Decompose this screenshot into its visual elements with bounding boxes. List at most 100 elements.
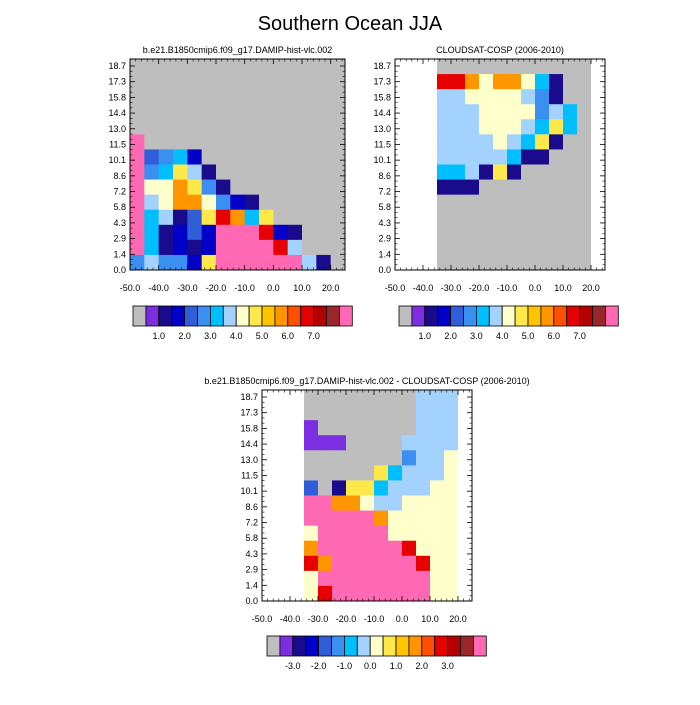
colorbar-box	[475, 305, 490, 327]
heatmap-cell	[479, 149, 494, 165]
heatmap-cell	[244, 254, 260, 271]
colorbar-label: -3.0	[285, 661, 301, 671]
heatmap-cell	[395, 239, 410, 256]
heatmap-cell	[416, 585, 431, 602]
heatmap-cell	[360, 585, 375, 602]
heatmap-cell	[577, 164, 592, 180]
colorbar-box	[209, 305, 224, 327]
heatmap-cell	[318, 555, 333, 572]
colorbar-box	[488, 305, 503, 327]
heatmap-cell	[360, 465, 375, 481]
heatmap-cell	[402, 540, 417, 557]
y-tick-label: 0.0	[378, 265, 391, 275]
heatmap-cell	[451, 209, 466, 226]
heatmap-cell	[330, 74, 346, 90]
heatmap-cell	[549, 149, 564, 165]
heatmap-cell	[346, 570, 361, 587]
heatmap-cell	[173, 89, 188, 105]
heatmap-cell	[332, 420, 347, 436]
heatmap-cell	[402, 495, 417, 511]
heatmap-cell	[130, 239, 145, 256]
heatmap-cell	[507, 74, 522, 90]
heatmap-cell	[262, 570, 277, 587]
x-tick-label: 10.0	[293, 283, 311, 293]
heatmap-cell	[259, 134, 274, 150]
heatmap-cell	[244, 149, 260, 165]
heatmap-cell	[332, 525, 347, 542]
heatmap-cell	[290, 525, 305, 542]
x-tick-label: -30.0	[177, 283, 198, 293]
heatmap-cell	[437, 119, 452, 135]
heatmap-cell	[535, 164, 550, 180]
heatmap-cell	[201, 104, 217, 120]
heatmap-cell	[158, 164, 174, 180]
heatmap-cell	[388, 570, 403, 587]
y-tick-label: 5.8	[245, 533, 258, 543]
y-tick-label: 2.9	[245, 565, 258, 575]
heatmap-cell	[507, 179, 522, 196]
heatmap-cell	[409, 149, 424, 165]
heatmap-cell	[507, 134, 522, 150]
heatmap-cell	[591, 149, 606, 165]
colorbar-label: 4.0	[496, 331, 509, 341]
colorbar-box	[331, 635, 345, 657]
heatmap-cell	[318, 570, 333, 587]
heatmap-cell	[318, 585, 333, 602]
heatmap-cell	[444, 525, 459, 542]
colorbar-box	[382, 635, 397, 657]
colorbar-label: 7.0	[573, 331, 586, 341]
figure-title: Southern Ocean JJA	[258, 13, 443, 35]
x-tick-label: -50.0	[252, 614, 273, 624]
heatmap-cell	[290, 570, 305, 587]
heatmap-cell	[273, 209, 289, 226]
heatmap-cell	[316, 254, 332, 271]
heatmap-cell	[465, 164, 480, 180]
heatmap-cell	[535, 104, 550, 120]
heatmap-cell	[316, 209, 332, 226]
heatmap-cell	[173, 149, 188, 165]
heatmap-cell	[402, 510, 417, 527]
heatmap-cell	[423, 179, 438, 196]
heatmap-cell	[302, 254, 317, 271]
colorbar-box	[434, 635, 449, 657]
heatmap-cell	[276, 420, 291, 436]
heatmap-cell	[302, 224, 317, 241]
panel-title: b.e21.B1850cmip6.f09_g17.DAMIP-hist-vlc.…	[204, 376, 529, 386]
heatmap-cell	[430, 495, 445, 511]
heatmap-cell	[187, 74, 203, 90]
heatmap-cell	[346, 435, 361, 451]
heatmap-cell	[201, 59, 217, 75]
colorbar-box	[222, 305, 237, 327]
heatmap-cell	[290, 540, 305, 557]
y-tick-label: 7.2	[378, 187, 391, 197]
heatmap-cell	[276, 435, 291, 451]
heatmap-cell	[493, 89, 508, 105]
heatmap-cell	[451, 224, 466, 241]
heatmap-cell	[276, 525, 291, 542]
heatmap-cell	[430, 570, 445, 587]
heatmap-cell	[346, 420, 361, 436]
heatmap-cell	[479, 224, 494, 241]
heatmap-cell	[302, 104, 317, 120]
heatmap-cell	[158, 89, 174, 105]
heatmap-cell	[535, 254, 550, 271]
colorbar-label: 1.0	[390, 661, 403, 671]
heatmap-cell	[563, 119, 578, 135]
heatmap-cell	[402, 480, 417, 496]
heatmap-cell	[302, 164, 317, 180]
heatmap-cell	[423, 224, 438, 241]
y-tick-label: 10.1	[373, 155, 391, 165]
heatmap-cell	[332, 480, 347, 496]
heatmap-cell	[330, 134, 346, 150]
heatmap-cell	[493, 224, 508, 241]
heatmap-cell	[535, 224, 550, 241]
heatmap-cell	[493, 104, 508, 120]
heatmap-cell	[330, 224, 346, 241]
heatmap-cell	[563, 209, 578, 226]
heatmap-cell	[437, 194, 452, 211]
heatmap-cell	[451, 134, 466, 150]
heatmap-cell	[201, 74, 217, 90]
heatmap-cell	[130, 209, 145, 226]
heatmap-cell	[287, 134, 303, 150]
